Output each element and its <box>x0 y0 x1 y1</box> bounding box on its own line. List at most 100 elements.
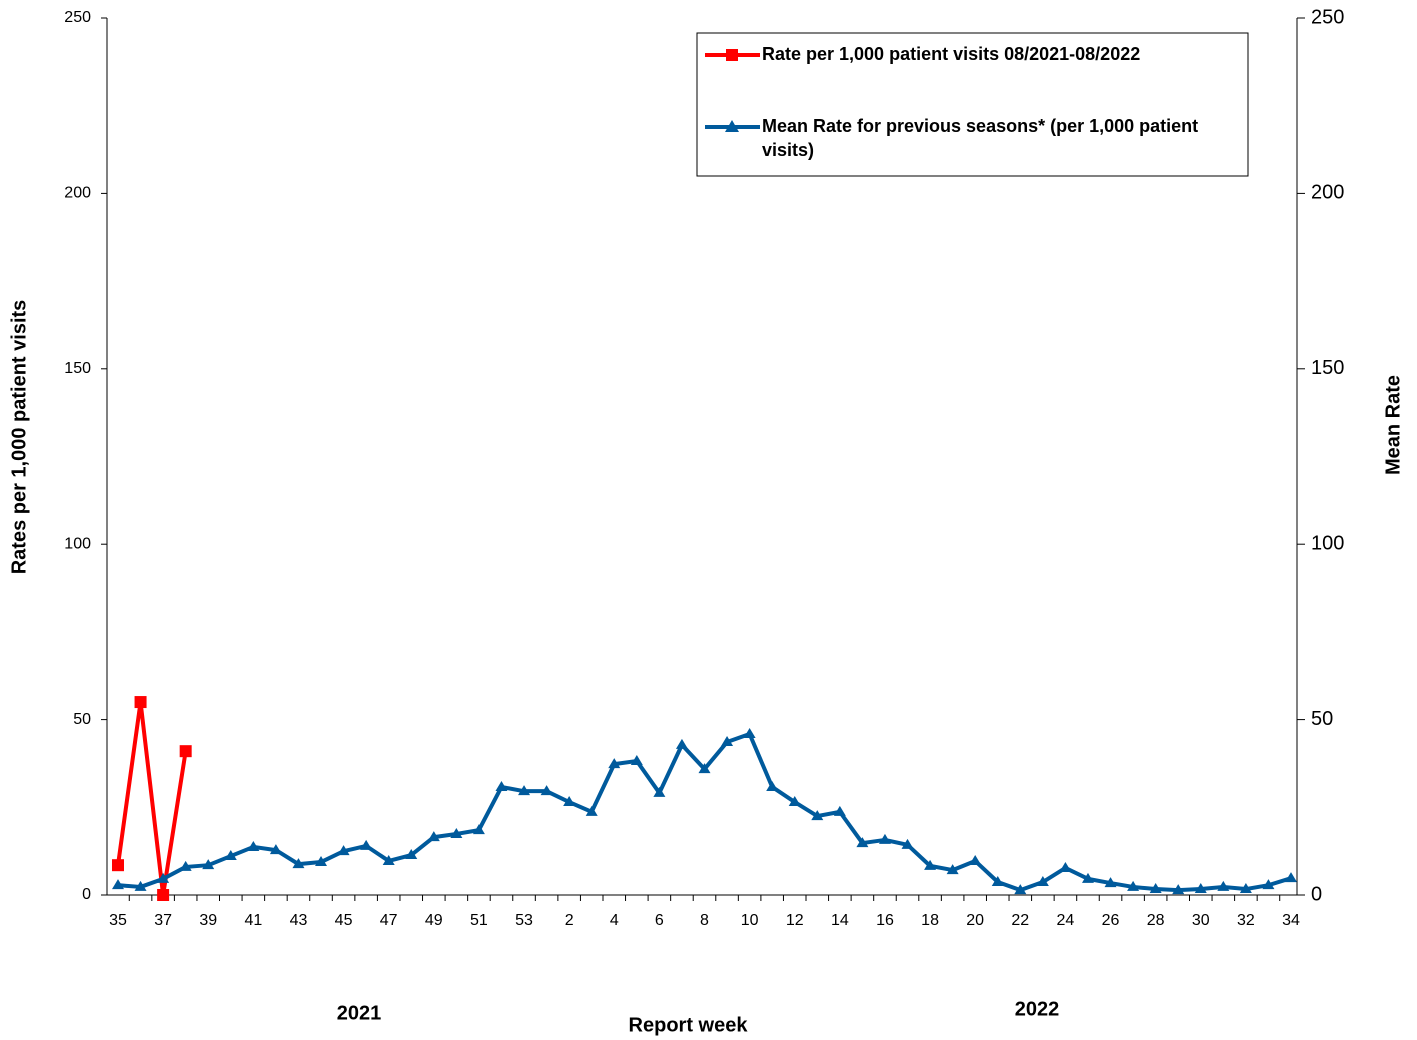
data-point <box>1081 872 1094 883</box>
year-label: 2021 <box>337 1002 382 1024</box>
x-tick-label: 49 <box>425 912 443 929</box>
x-tick-label: 8 <box>700 912 709 929</box>
x-tick-label: 47 <box>380 912 398 929</box>
data-point <box>360 839 373 850</box>
data-point <box>1172 884 1185 895</box>
data-point <box>585 805 598 816</box>
data-point <box>269 844 282 855</box>
x-tick-label: 39 <box>199 912 217 929</box>
data-point <box>878 833 891 844</box>
data-point <box>1059 861 1072 872</box>
data-point <box>292 858 305 869</box>
x-axis-label: Report week <box>629 1014 749 1036</box>
x-tick-label: 12 <box>786 912 804 929</box>
x-tick-label: 10 <box>741 912 759 929</box>
x-tick-label: 4 <box>610 912 619 929</box>
data-point <box>1014 884 1027 895</box>
x-tick-label: 24 <box>1057 912 1075 929</box>
data-point <box>1149 883 1162 894</box>
data-point <box>946 864 959 875</box>
data-point <box>743 727 756 738</box>
data-point <box>112 859 124 872</box>
legend-entry: Rate per 1,000 patient visits 08/2021-08… <box>762 44 1140 64</box>
data-point <box>179 860 192 871</box>
data-point <box>924 859 937 870</box>
y-axis-label: Rates per 1,000 patient visits <box>8 300 30 575</box>
x-tick-label: 6 <box>655 912 664 929</box>
y-tick-label: 250 <box>64 9 91 26</box>
x-tick-label: 32 <box>1237 912 1255 929</box>
data-point <box>856 837 869 848</box>
y2-tick-label: 150 <box>1311 357 1344 379</box>
legend-box <box>696 32 1249 177</box>
legend-entry: Mean Rate for previous seasons* (per 1,0… <box>762 116 1199 160</box>
data-point <box>540 785 553 796</box>
x-tick-label: 30 <box>1192 912 1210 929</box>
data-point <box>563 796 576 807</box>
data-point <box>1036 876 1049 887</box>
x-tick-label: 51 <box>470 912 488 929</box>
data-point <box>766 780 779 791</box>
data-point <box>608 758 621 769</box>
data-point <box>472 824 485 835</box>
y2-tick-label: 250 <box>1311 6 1344 28</box>
data-point <box>1127 880 1140 891</box>
data-point <box>901 838 914 849</box>
data-point <box>157 872 170 883</box>
y2-tick-label: 0 <box>1311 883 1322 905</box>
data-point <box>1194 883 1207 894</box>
data-point <box>1217 880 1230 891</box>
data-point <box>450 827 463 838</box>
x-tick-label: 18 <box>921 912 939 929</box>
y-tick-label: 100 <box>64 535 91 552</box>
legend-marker <box>725 120 739 132</box>
x-tick-label: 53 <box>515 912 533 929</box>
y-tick-label: 200 <box>64 185 91 202</box>
series-line <box>116 700 188 897</box>
x-tick-label: 34 <box>1282 912 1300 929</box>
data-point <box>495 780 508 791</box>
data-point <box>247 840 260 851</box>
x-tick-label: 37 <box>154 912 172 929</box>
data-point <box>833 805 846 816</box>
data-point <box>788 796 801 807</box>
data-point <box>653 786 666 797</box>
data-point <box>518 785 531 796</box>
data-point <box>427 831 440 842</box>
x-tick-label: 41 <box>244 912 262 929</box>
year-label: 2022 <box>1015 998 1060 1020</box>
data-point <box>991 876 1004 887</box>
data-point <box>969 854 982 865</box>
data-point <box>811 810 824 821</box>
data-point <box>675 738 688 749</box>
x-tick-label: 45 <box>335 912 353 929</box>
data-point <box>134 696 147 709</box>
legend-marker <box>726 49 738 61</box>
data-point <box>157 889 170 901</box>
x-tick-label: 43 <box>290 912 308 929</box>
data-point <box>134 880 147 891</box>
data-point <box>315 856 328 867</box>
y2-tick-label: 100 <box>1311 532 1344 554</box>
data-point <box>1285 872 1297 883</box>
x-tick-label: 20 <box>966 912 984 929</box>
data-point <box>202 859 215 870</box>
data-point <box>1239 883 1252 894</box>
data-point <box>1262 879 1275 890</box>
y-tick-label: 50 <box>73 711 91 728</box>
data-point <box>382 854 395 865</box>
legend-label: Mean Rate for previous seasons* (per 1,0… <box>762 116 1199 160</box>
y-tick-label: 150 <box>64 360 91 377</box>
x-tick-label: 14 <box>831 912 849 929</box>
x-tick-label: 22 <box>1011 912 1029 929</box>
y2-tick-label: 200 <box>1311 182 1344 204</box>
x-tick-label: 2 <box>565 912 574 929</box>
data-point <box>698 763 711 774</box>
y2-axis-label: Mean Rate <box>1382 375 1404 475</box>
data-point <box>112 879 124 890</box>
data-point <box>179 745 192 758</box>
data-point <box>405 849 418 860</box>
data-point <box>337 845 350 856</box>
